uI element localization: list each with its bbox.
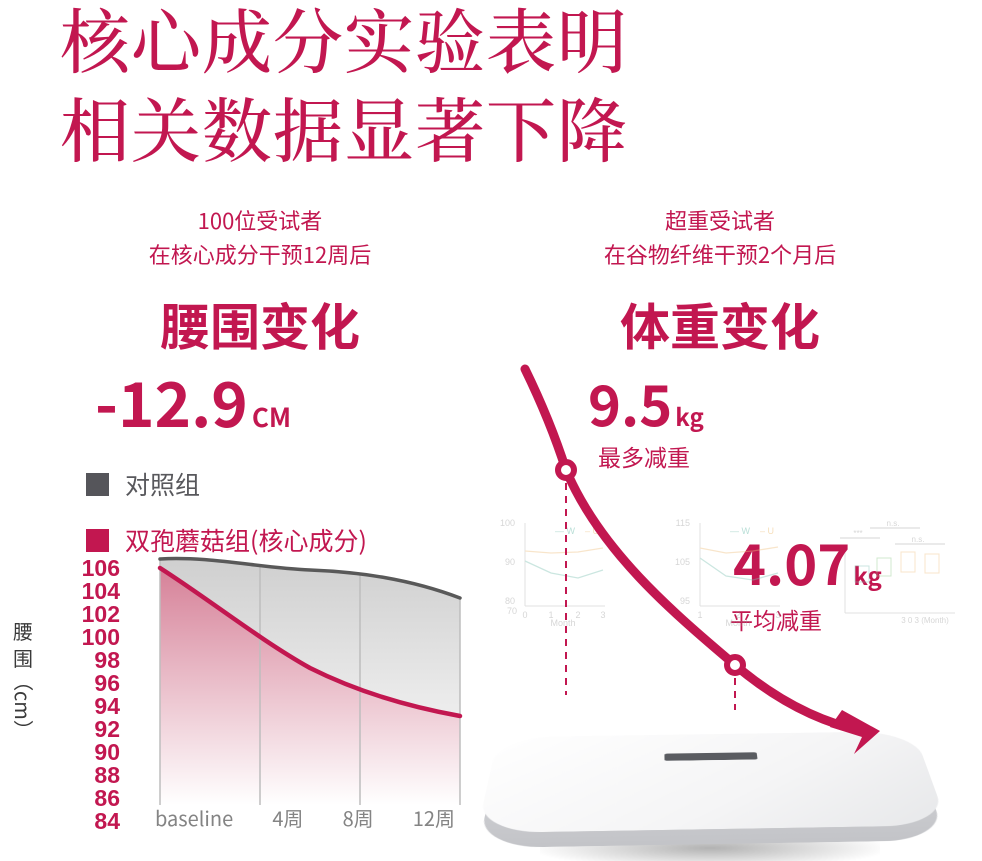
svg-text:n.s.: n.s.: [912, 535, 925, 544]
